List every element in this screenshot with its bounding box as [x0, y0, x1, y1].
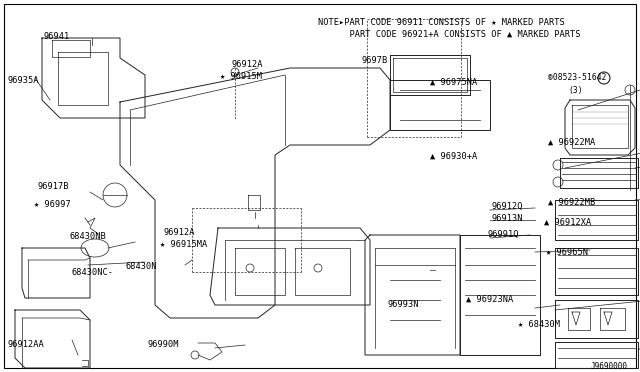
- Text: 96913N: 96913N: [492, 214, 524, 223]
- Text: ▲ 96975NA: ▲ 96975NA: [430, 78, 477, 87]
- Text: 96912Q: 96912Q: [492, 202, 524, 211]
- Text: 68430N: 68430N: [125, 262, 157, 271]
- Text: ▲ 96922MB: ▲ 96922MB: [548, 198, 595, 207]
- Text: ★ 96915M: ★ 96915M: [220, 72, 262, 81]
- Text: 96991Q: 96991Q: [488, 230, 520, 239]
- Text: ®08523-51642: ®08523-51642: [548, 73, 607, 82]
- Text: ▲ 96912XA: ▲ 96912XA: [544, 218, 591, 227]
- Text: 96993N: 96993N: [388, 300, 419, 309]
- Text: 96912A: 96912A: [163, 228, 195, 237]
- Text: ▲ 96930+A: ▲ 96930+A: [430, 152, 477, 161]
- Text: 96941: 96941: [44, 32, 70, 41]
- Text: ★ 96965N: ★ 96965N: [546, 248, 588, 257]
- Text: 96912A: 96912A: [232, 60, 264, 69]
- Text: NOTE▸PART CODE 96911 CONSISTS OF ★ MARKED PARTS: NOTE▸PART CODE 96911 CONSISTS OF ★ MARKE…: [318, 18, 564, 27]
- Text: 68430NB: 68430NB: [70, 232, 107, 241]
- Text: ▲ 96923NA: ▲ 96923NA: [466, 295, 513, 304]
- Text: PART CODE 96921+A CONSISTS OF ▲ MARKED PARTS: PART CODE 96921+A CONSISTS OF ▲ MARKED P…: [318, 30, 580, 39]
- Text: (3): (3): [568, 86, 582, 95]
- Text: 96912AA: 96912AA: [8, 340, 45, 349]
- Text: ★ 96915MA: ★ 96915MA: [160, 240, 207, 249]
- Text: 96917B: 96917B: [38, 182, 70, 191]
- Text: ★ 68430M: ★ 68430M: [518, 320, 560, 329]
- Text: J9690000: J9690000: [591, 362, 628, 371]
- Text: ▲ 96922MA: ▲ 96922MA: [548, 138, 595, 147]
- Text: 68430NC-: 68430NC-: [72, 268, 114, 277]
- Text: ★ 96997: ★ 96997: [34, 200, 71, 209]
- Text: 9697B: 9697B: [362, 56, 388, 65]
- Text: 96935A: 96935A: [8, 76, 40, 85]
- Text: 96990M: 96990M: [148, 340, 179, 349]
